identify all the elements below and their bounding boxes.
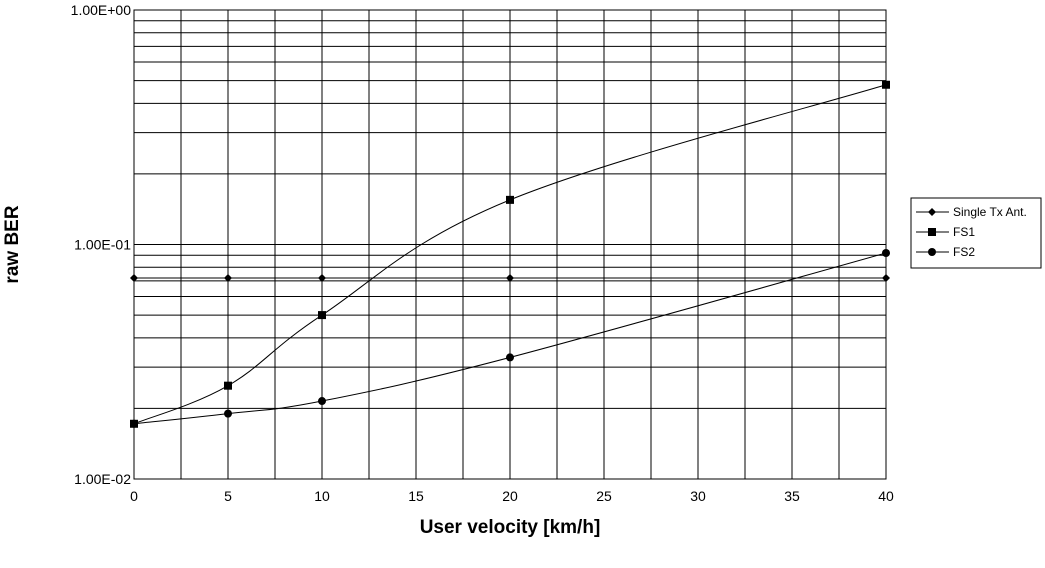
x-tick-label: 5 <box>224 488 232 504</box>
data-point-marker <box>506 195 514 204</box>
legend: Single Tx Ant. FS1 FS2 <box>910 197 1042 269</box>
data-point-marker <box>506 273 514 282</box>
data-point-marker <box>130 273 138 282</box>
series-3 <box>130 248 890 428</box>
x-tick-label: 30 <box>690 488 706 504</box>
data-point-marker <box>318 311 326 320</box>
data-point-marker <box>882 248 890 257</box>
y-axis-title: raw BER <box>2 205 23 283</box>
data-point-marker <box>882 80 890 89</box>
data-point-marker <box>318 397 326 406</box>
data-point-marker <box>506 353 514 362</box>
y-tick-label: 1.00E-02 <box>74 471 131 487</box>
data-point-marker <box>224 409 232 418</box>
legend-label: Single Tx Ant. <box>953 205 1027 219</box>
tick-labels: 0 5 10 15 20 25 30 35 40 1.00E-02 1.00E-01 1.00E+00 <box>71 2 894 504</box>
y-tick-label: 1.00E-01 <box>74 237 131 253</box>
legend-item: FS1 <box>916 225 975 239</box>
x-tick-label: 10 <box>314 488 330 504</box>
x-tick-label: 40 <box>878 488 894 504</box>
legend-item: FS2 <box>916 245 975 259</box>
legend-item: Single Tx Ant. <box>916 205 1027 219</box>
x-tick-label: 15 <box>408 488 424 504</box>
legend-label: FS1 <box>953 225 975 239</box>
series-line <box>133 252 887 425</box>
legend-marker <box>928 228 936 236</box>
data-point-marker <box>882 273 890 282</box>
x-tick-label: 20 <box>502 488 518 504</box>
x-axis-title: User velocity [km/h] <box>420 517 601 538</box>
x-tick-label: 0 <box>130 488 138 504</box>
legend-label: FS2 <box>953 245 975 259</box>
legend-marker <box>928 208 936 216</box>
plot-area-frame <box>133 9 887 480</box>
series-layer <box>130 80 890 428</box>
data-point-marker <box>318 273 326 282</box>
data-point-marker <box>224 273 232 282</box>
series-1 <box>130 273 890 282</box>
data-point-marker <box>224 381 232 390</box>
y-tick-label: 1.00E+00 <box>71 2 132 18</box>
data-point-marker <box>130 419 138 428</box>
x-tick-label: 35 <box>784 488 800 504</box>
series-line <box>133 84 887 425</box>
legend-marker <box>928 248 936 256</box>
grid <box>133 9 887 480</box>
x-tick-label: 25 <box>596 488 612 504</box>
